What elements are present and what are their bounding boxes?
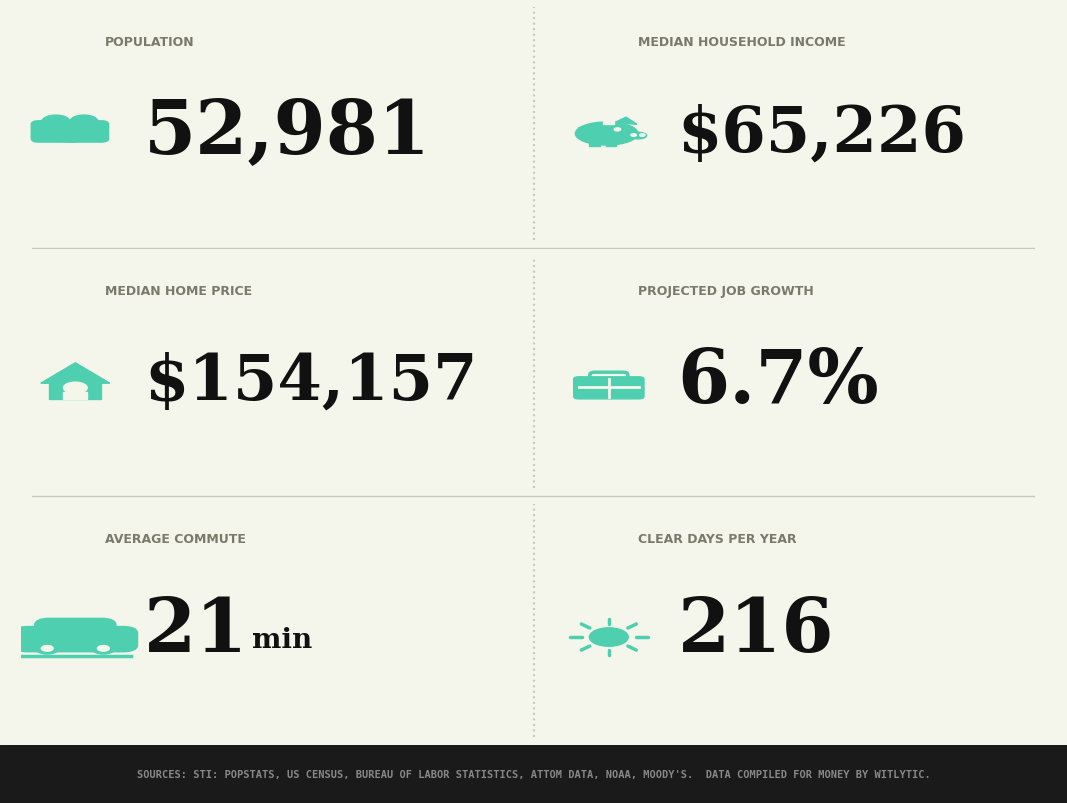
Text: MEDIAN HOME PRICE: MEDIAN HOME PRICE (105, 284, 252, 297)
Polygon shape (41, 363, 110, 384)
Text: min: min (252, 626, 313, 653)
Text: 21: 21 (144, 594, 249, 666)
Text: 216: 216 (678, 594, 834, 666)
Text: CLEAR DAYS PER YEAR: CLEAR DAYS PER YEAR (638, 532, 797, 546)
Ellipse shape (630, 133, 647, 140)
Text: 52,981: 52,981 (144, 97, 431, 170)
Bar (606, 140, 617, 147)
Polygon shape (615, 118, 637, 125)
Circle shape (639, 135, 646, 137)
FancyBboxPatch shape (35, 618, 116, 642)
Bar (604, 122, 615, 124)
Circle shape (97, 646, 109, 651)
Text: MEDIAN HOUSEHOLD INCOME: MEDIAN HOUSEHOLD INCOME (638, 36, 846, 49)
Text: $65,226: $65,226 (678, 103, 967, 164)
Circle shape (92, 643, 115, 654)
Circle shape (42, 646, 53, 651)
Circle shape (615, 128, 621, 132)
Bar (49, 383, 101, 399)
Bar (589, 140, 601, 147)
Circle shape (631, 135, 636, 137)
FancyBboxPatch shape (13, 627, 138, 652)
FancyBboxPatch shape (31, 121, 78, 143)
Text: $154,157: $154,157 (144, 352, 478, 413)
Text: 6.7%: 6.7% (678, 345, 879, 418)
FancyBboxPatch shape (574, 377, 644, 399)
Text: AVERAGE COMMUTE: AVERAGE COMMUTE (105, 532, 245, 546)
Circle shape (42, 116, 70, 129)
Text: SOURCES: STI: POPSTATS, US CENSUS, BUREAU OF LABOR STATISTICS, ATTOM DATA, NOAA,: SOURCES: STI: POPSTATS, US CENSUS, BUREA… (137, 769, 930, 779)
FancyBboxPatch shape (62, 121, 109, 143)
Circle shape (63, 383, 87, 394)
Circle shape (589, 628, 628, 646)
Circle shape (35, 643, 59, 654)
Text: POPULATION: POPULATION (105, 36, 194, 49)
Text: PROJECTED JOB GROWTH: PROJECTED JOB GROWTH (638, 284, 814, 297)
Bar (63, 393, 87, 399)
Circle shape (70, 116, 98, 129)
Ellipse shape (575, 123, 638, 146)
